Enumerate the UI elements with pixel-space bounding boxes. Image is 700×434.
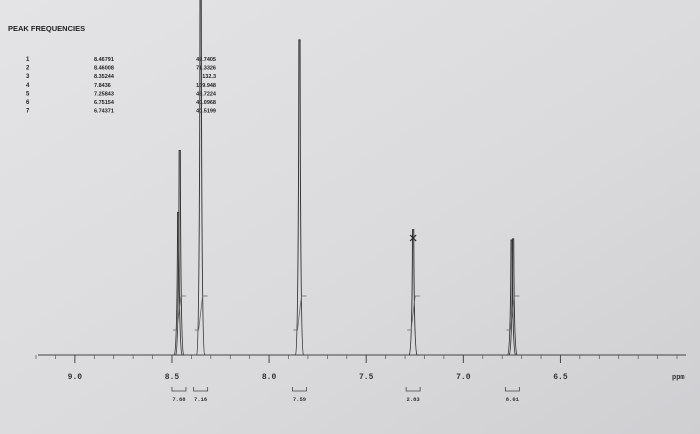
integral-label: 7.59 <box>293 396 306 403</box>
x-tick-label: 6.5 <box>553 373 568 382</box>
peak-intensity: 49.7405 <box>196 57 216 63</box>
integral-bracket <box>171 387 187 392</box>
peak-ppm: 7.25843 <box>94 91 114 97</box>
peak <box>173 211 183 356</box>
peak <box>408 229 418 356</box>
chart-title: PEAK FREQUENCIES <box>8 24 85 33</box>
x-axis-label: ppm <box>672 374 685 382</box>
peak-number: 2 <box>26 66 30 72</box>
integral-bracket <box>292 387 307 392</box>
integral-curve <box>172 295 186 331</box>
peak-intensity: 43.7224 <box>196 91 217 97</box>
peak-intensity: 109.948 <box>196 83 216 89</box>
peak-ppm: 8.46008 <box>94 66 114 72</box>
peak-number: 4 <box>26 83 30 89</box>
peak-ppm: 8.46791 <box>94 57 114 63</box>
peak-intensity: 40.0968 <box>196 100 216 106</box>
peak-ppm: 6.75154 <box>94 100 115 106</box>
peak-intensity: 132.3 <box>202 74 216 80</box>
x-tick-label: 7.5 <box>359 373 374 382</box>
integral-bracket <box>504 387 520 392</box>
peak-number: 3 <box>26 74 30 80</box>
integral-bracket <box>193 387 209 392</box>
peak-number: 7 <box>26 109 30 115</box>
x-tick-label: 7.0 <box>456 373 471 382</box>
peak-ppm: 8.35244 <box>94 74 115 80</box>
peak-ppm: 6.74371 <box>94 109 114 115</box>
integral-curve <box>194 295 208 331</box>
peak-number: 6 <box>26 100 30 106</box>
integral-curve <box>506 295 520 331</box>
integral-label: 8.01 <box>506 396 520 403</box>
peak-intensity: 71.3326 <box>196 66 216 72</box>
integral-bracket <box>405 387 421 392</box>
x-tick-label: 9.0 <box>68 373 83 382</box>
plot: 9.0 8.5 8.0 7.5 7.0 6.5 7.68 7.16 7.59 2.83 8.01 <box>35 0 678 403</box>
peak <box>196 0 206 356</box>
integral-curve <box>407 295 421 331</box>
peak <box>508 238 518 356</box>
x-tick-label: 8.0 <box>262 373 277 382</box>
peak <box>175 150 185 356</box>
peak-ppm: 7.8436 <box>94 83 111 89</box>
integral-curve <box>293 295 307 331</box>
peak-intensity: 40.5199 <box>196 109 216 115</box>
peak <box>507 239 517 356</box>
peak-number: 5 <box>26 91 30 97</box>
peak-table: 1 8.46791 49.7405 2 8.46008 71.3326 3 8.35244 13… <box>26 57 217 115</box>
x-tick-label: 8.5 <box>165 373 180 382</box>
solvent-marker <box>409 234 417 242</box>
peak-number: 1 <box>26 57 30 63</box>
integral-label: 7.68 <box>172 396 186 403</box>
integral-label: 2.83 <box>407 396 421 403</box>
integral-label: 7.16 <box>194 396 207 403</box>
peak <box>294 39 304 356</box>
